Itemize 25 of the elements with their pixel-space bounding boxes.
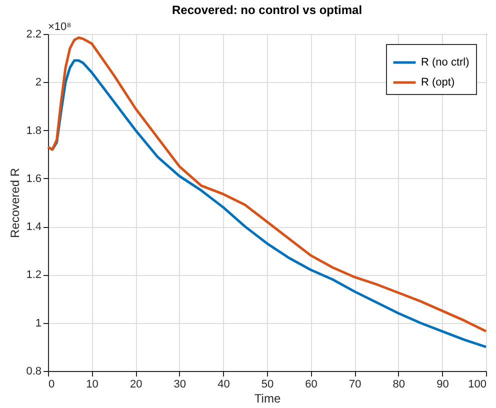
y-tick-label: 0.8 <box>26 366 42 378</box>
y-tick-label: 1.2 <box>26 269 42 282</box>
x-tick-label: 30 <box>174 378 186 390</box>
text: ×10⁸ <box>48 21 72 33</box>
y-tick-label: 1.8 <box>26 124 42 137</box>
x-tick-label: 20 <box>130 378 142 390</box>
x-tick-label: 50 <box>261 378 274 390</box>
x-tick-label: 40 <box>218 378 230 390</box>
chart-title: Recovered: no control vs optimal <box>172 3 362 17</box>
x-axis-title: Time <box>254 392 281 406</box>
y-tick-label: 2 <box>35 76 42 89</box>
y-axis-title: Recovered R <box>8 168 22 238</box>
x-tick-label: 70 <box>348 378 362 390</box>
x-tick-label: 0 <box>48 378 55 390</box>
y-tick-label: 2.2 <box>26 28 42 40</box>
x-tick-label: 90 <box>436 378 449 390</box>
x-tick-label: 60 <box>305 378 318 390</box>
y-tick-label: 1.6 <box>26 172 42 185</box>
x-tick-label: 80 <box>392 378 406 390</box>
x-tick-label: 10 <box>86 378 98 390</box>
legend-label: R (no ctrl) <box>421 56 470 68</box>
x-tick-label: 100 <box>468 378 486 390</box>
legend-label: R (opt) <box>421 76 455 88</box>
y-tick-label: 1 <box>35 317 42 330</box>
y-tick-label: 1.4 <box>26 221 42 234</box>
